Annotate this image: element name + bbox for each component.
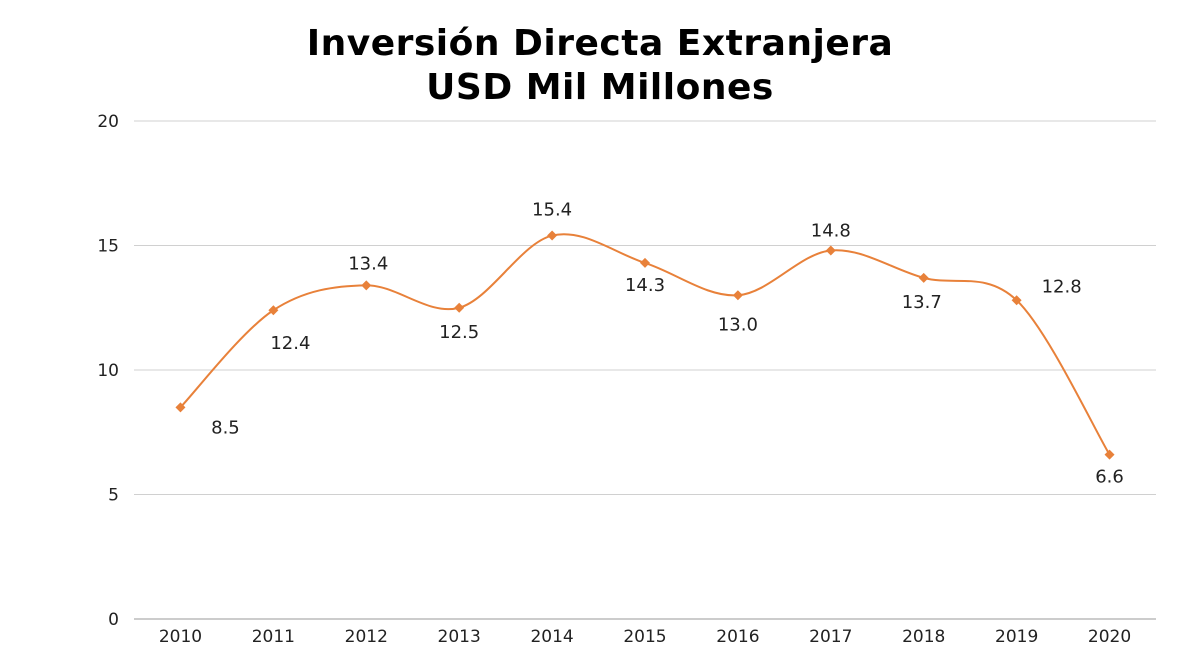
data-label-2018: 13.7	[902, 292, 942, 313]
data-labels: 8.5 12.4 13.4 12.5 15.4 14.3 13.0 14.8 13.7 12.8 6…	[211, 200, 1124, 488]
y-tick-label: 0	[108, 610, 119, 630]
data-label-2014: 15.4	[532, 200, 572, 221]
x-tick-label: 2014	[530, 627, 573, 647]
data-point-2012	[361, 280, 372, 291]
x-tick-label: 2010	[159, 627, 202, 647]
data-label-2012: 13.4	[348, 253, 388, 274]
x-tick-label: 2013	[438, 627, 481, 647]
y-tick-label: 20	[97, 112, 119, 132]
data-point-2017	[825, 245, 836, 256]
data-point-2010	[175, 402, 186, 413]
data-label-2016: 13.0	[718, 314, 758, 335]
data-label-2020: 6.6	[1095, 467, 1124, 488]
y-axis-ticks: 0 5 10 15 20	[97, 112, 119, 630]
data-point-2018	[918, 272, 929, 283]
data-label-2011: 12.4	[270, 333, 310, 354]
data-markers	[175, 230, 1115, 460]
x-tick-label: 2012	[345, 627, 388, 647]
y-tick-label: 15	[97, 237, 119, 257]
chart-title: Inversión Directa Extranjera USD Mil Mil…	[0, 22, 1200, 110]
data-point-2019	[1011, 295, 1022, 306]
chart-title-line-1: Inversión Directa Extranjera	[306, 23, 894, 64]
x-tick-label: 2019	[995, 627, 1038, 647]
x-tick-label: 2018	[902, 627, 945, 647]
data-point-2016	[732, 290, 743, 301]
y-tick-label: 5	[108, 486, 119, 506]
x-tick-label: 2015	[623, 627, 666, 647]
x-tick-label: 2017	[809, 627, 852, 647]
x-tick-label: 2011	[252, 627, 295, 647]
data-point-2014	[547, 230, 558, 241]
data-label-2013: 12.5	[439, 322, 479, 343]
data-point-2015	[640, 257, 650, 268]
chart-title-line-2: USD Mil Millones	[426, 67, 774, 108]
data-label-2010: 8.5	[211, 417, 240, 438]
data-label-2017: 14.8	[811, 220, 851, 241]
data-point-2020	[1104, 449, 1115, 460]
x-tick-label: 2016	[716, 627, 759, 647]
data-label-2015: 14.3	[625, 275, 665, 296]
x-tick-label: 2020	[1088, 627, 1131, 647]
gridlines	[134, 120, 1156, 620]
x-axis-ticks: 2010 2011 2012 2013 2014 2015 2016 2017 2018 2019…	[159, 627, 1131, 647]
data-point-2013	[454, 302, 465, 313]
data-point-2011	[268, 305, 279, 316]
y-tick-label: 10	[97, 361, 119, 381]
data-label-2019: 12.8	[1042, 276, 1082, 297]
